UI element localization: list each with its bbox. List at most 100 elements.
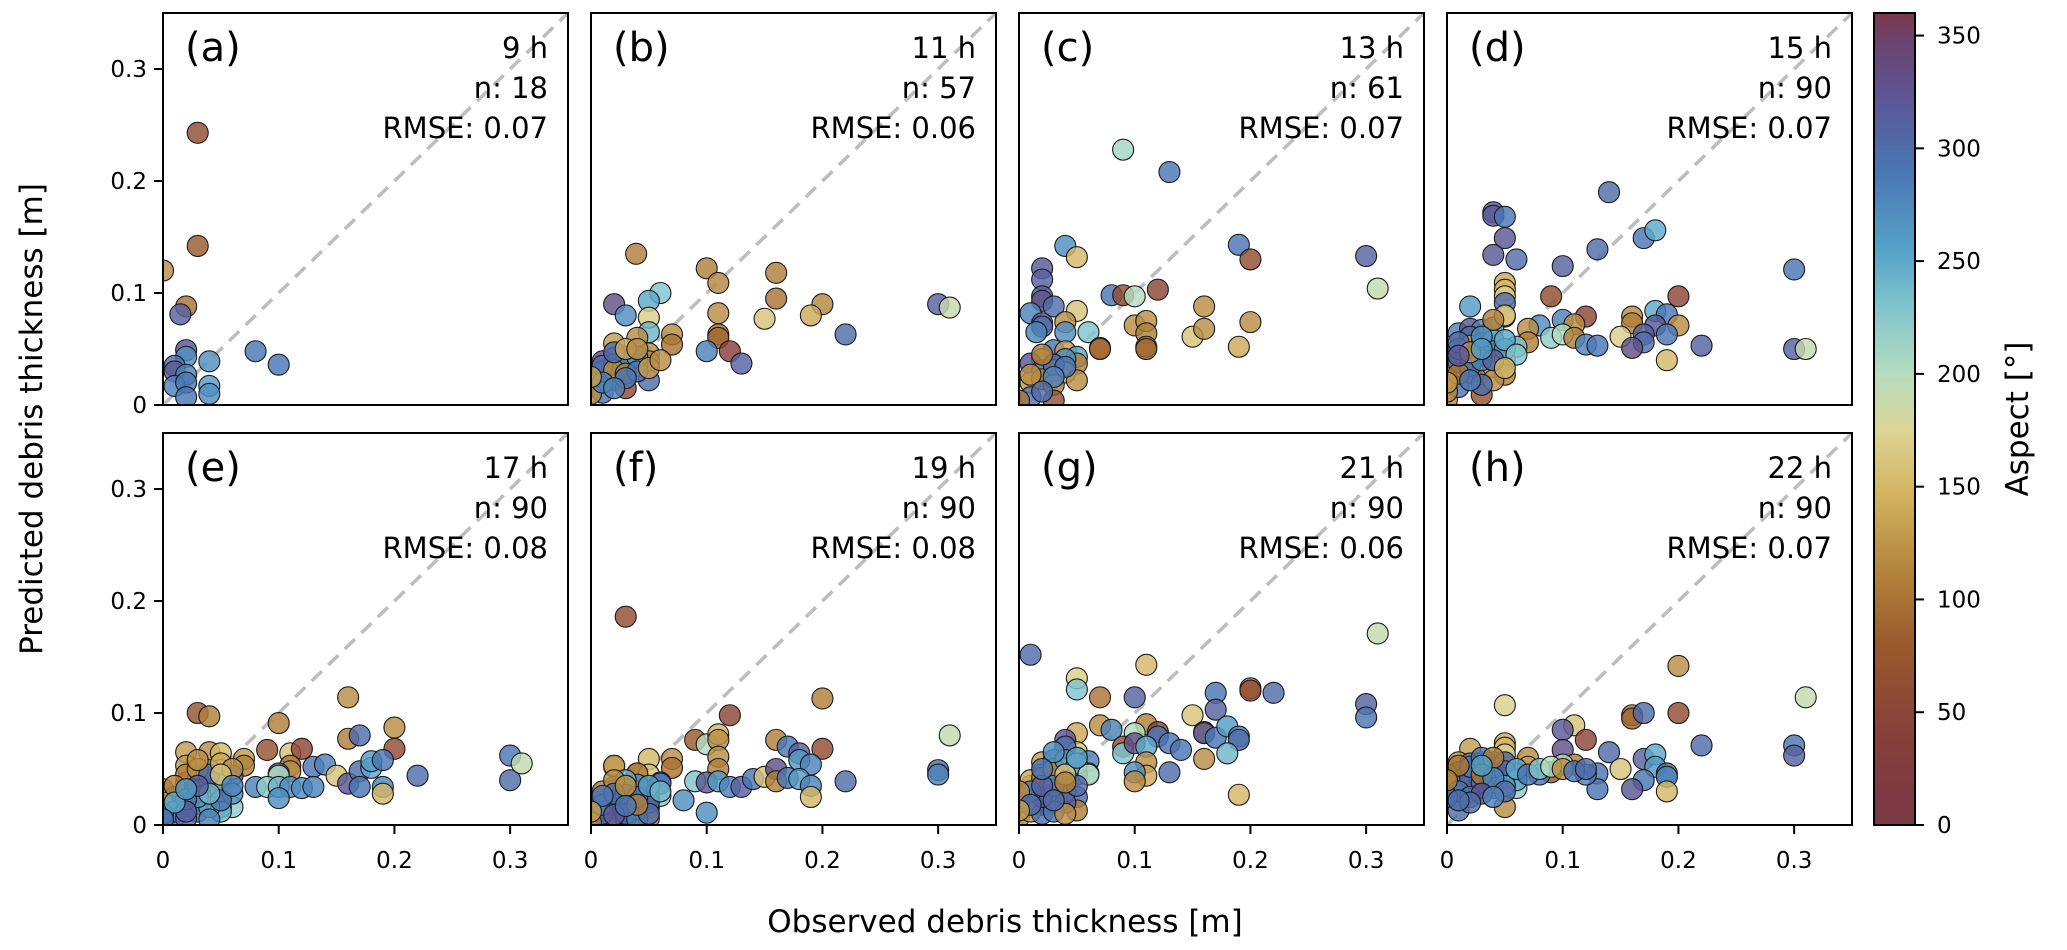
data-point	[1493, 328, 1516, 352]
data-point	[765, 261, 788, 284]
data-point	[1135, 653, 1158, 676]
data-point	[348, 724, 371, 747]
data-point	[1366, 622, 1389, 645]
data-point	[1031, 380, 1054, 403]
data-point	[186, 748, 209, 772]
data-point	[660, 333, 684, 356]
colorbar-tick-label: 350	[1937, 24, 1981, 50]
panel-time: 17 h	[484, 451, 549, 485]
panel-frame	[162, 12, 569, 406]
x-tick-label: 0.3	[1348, 848, 1385, 874]
data-point	[1783, 258, 1806, 281]
data-point	[1146, 278, 1169, 301]
data-point	[267, 353, 290, 376]
data-point	[707, 271, 730, 294]
data-point	[1655, 780, 1678, 803]
panel-a: (a) 9 h n: 18 RMSE: 0.07 0 0.1 0.2 0.3	[110, 12, 569, 419]
panel-label: (g)	[1041, 445, 1098, 491]
x-tick-label: 0.3	[492, 848, 529, 874]
x-tick-label: 0.1	[260, 848, 297, 874]
panel-time: 22 h	[1768, 451, 1833, 485]
data-point	[1551, 255, 1574, 278]
data-point	[1088, 686, 1112, 709]
data-point	[1621, 778, 1644, 801]
y-tick-label: 0.2	[110, 589, 147, 615]
y-tick-label: 0.3	[110, 477, 147, 503]
data-point	[1690, 734, 1713, 757]
y-tick-label: 0.2	[110, 169, 147, 195]
data-point	[169, 303, 192, 326]
data-point	[371, 782, 394, 805]
data-point	[1158, 160, 1181, 184]
panel-n: n: 57	[902, 71, 976, 105]
data-point	[1597, 741, 1621, 764]
data-point	[499, 769, 522, 792]
panel-time: 15 h	[1768, 31, 1833, 65]
panel-rmse: RMSE: 0.07	[383, 111, 548, 145]
data-point	[1447, 789, 1470, 812]
data-point	[1169, 738, 1193, 762]
data-point	[290, 737, 313, 760]
x-tick-label: 0	[1440, 848, 1455, 874]
data-point	[175, 778, 198, 801]
y-tick-label: 0	[132, 813, 147, 839]
data-point	[1459, 295, 1482, 318]
panel-rmse: RMSE: 0.08	[811, 531, 976, 565]
x-tick-label: 0.2	[1660, 848, 1697, 874]
panel-c: (c) 13 h n: 61 RMSE: 0.07	[1018, 12, 1425, 406]
data-point	[198, 350, 221, 373]
data-point	[1470, 337, 1493, 361]
data-point	[348, 775, 371, 798]
data-point	[1366, 277, 1389, 300]
data-point	[1054, 771, 1077, 794]
data-point	[591, 800, 603, 823]
scatter-points	[1447, 654, 1817, 822]
colorbar-tick-label: 50	[1937, 700, 1966, 726]
data-point	[811, 687, 834, 710]
data-point	[198, 808, 221, 825]
data-point	[1621, 336, 1644, 359]
x-tick-label: 0.2	[376, 848, 413, 874]
panel-frame	[1446, 432, 1853, 826]
x-tick-label: 0	[584, 848, 599, 874]
panel-b: (b) 11 h n: 57 RMSE: 0.06	[590, 12, 997, 406]
data-point	[221, 774, 244, 797]
data-point	[198, 382, 221, 405]
panels: (a) 9 h n: 18 RMSE: 0.07 0 0.1 0.2 0.3 (b) 11 h n:…	[110, 12, 1853, 874]
panel-label: (d)	[1469, 25, 1526, 71]
panel-rmse: RMSE: 0.07	[1667, 531, 1832, 565]
data-point	[1493, 227, 1516, 250]
data-point	[1077, 321, 1100, 344]
panel-rmse: RMSE: 0.06	[811, 111, 976, 145]
data-point	[1667, 701, 1690, 725]
colorbar-tick-label: 250	[1937, 249, 1981, 275]
data-point	[1574, 757, 1597, 781]
scatter-points	[591, 242, 961, 405]
data-point	[1540, 285, 1563, 308]
data-point	[603, 377, 626, 400]
data-point	[1112, 138, 1135, 161]
data-point	[799, 785, 822, 809]
data-point	[163, 259, 175, 282]
data-point	[267, 787, 290, 810]
data-point	[1493, 694, 1516, 717]
data-point	[1794, 337, 1817, 361]
data-point	[649, 780, 672, 803]
data-point	[1042, 789, 1065, 812]
data-point	[1632, 701, 1655, 725]
data-point	[1227, 335, 1250, 358]
data-point	[1447, 754, 1470, 777]
panel-label: (c)	[1041, 25, 1094, 71]
scatter-points	[591, 605, 961, 825]
data-point	[1065, 246, 1088, 269]
colorbar-tick-label: 200	[1937, 362, 1981, 388]
data-point	[1019, 643, 1042, 666]
data-point	[614, 774, 637, 797]
data-point	[672, 789, 695, 812]
panel-n: n: 18	[474, 71, 548, 105]
x-tick-label: 0.3	[1776, 848, 1813, 874]
panel-frame	[1446, 12, 1853, 406]
data-point	[510, 752, 533, 775]
y-tick-label: 0.1	[110, 701, 147, 727]
